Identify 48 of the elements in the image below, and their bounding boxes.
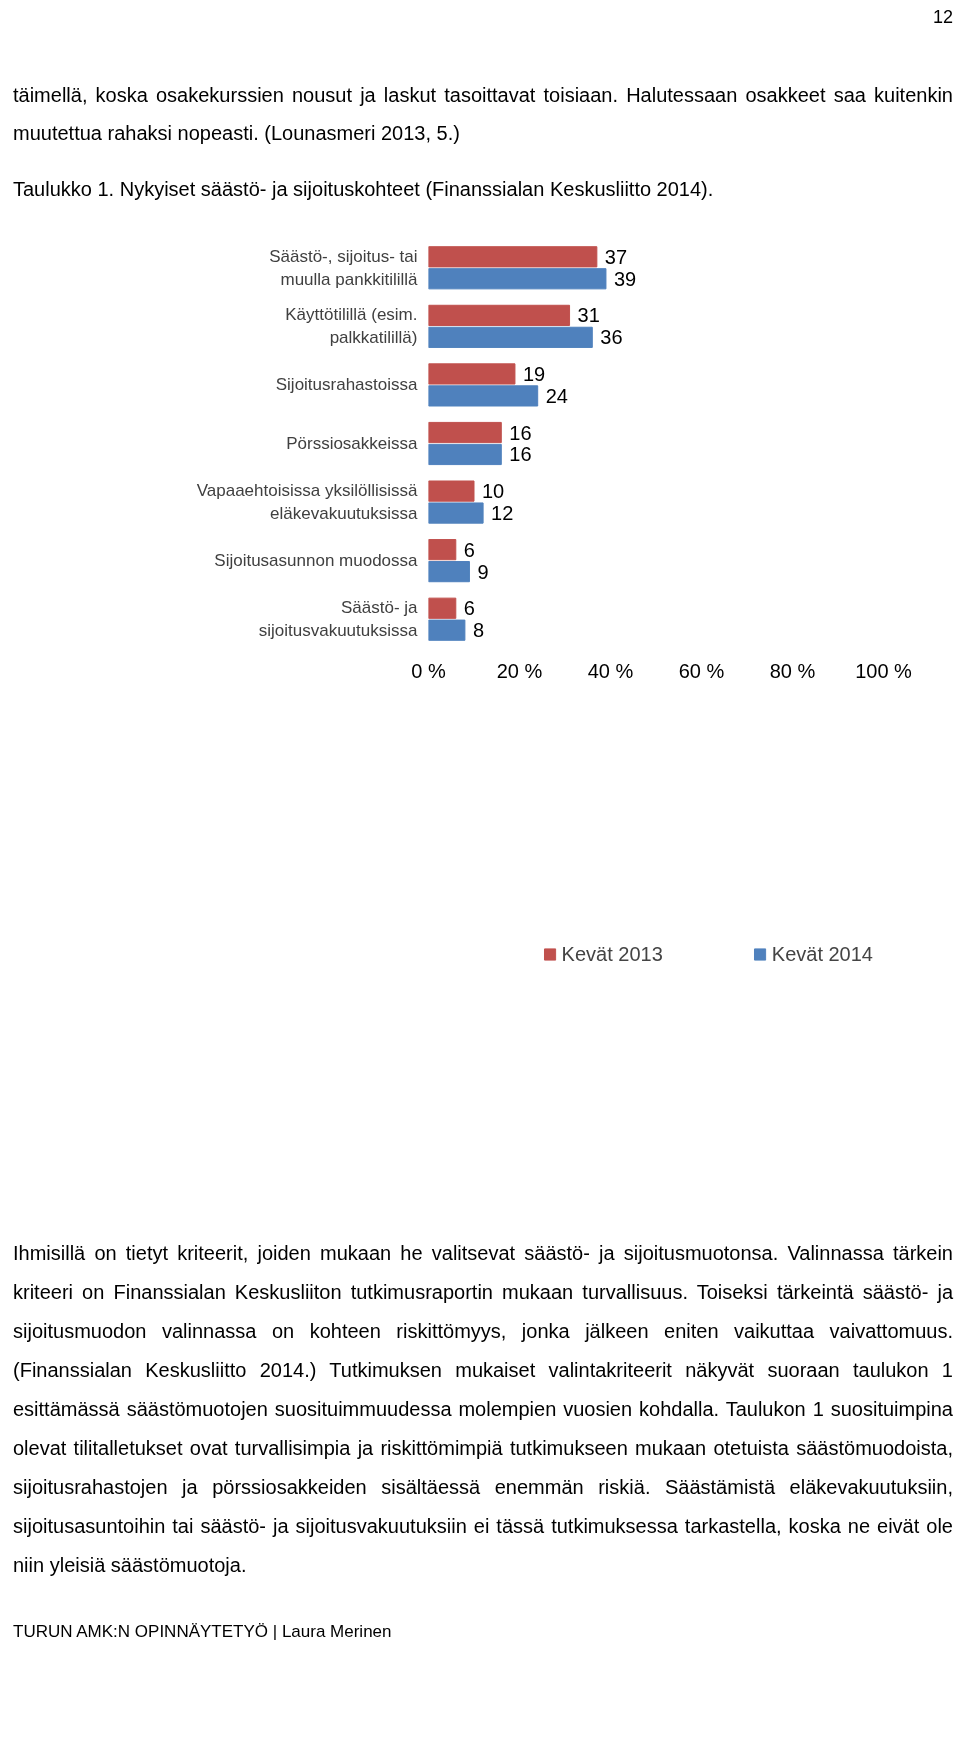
data-label: 31 bbox=[577, 304, 600, 327]
data-label: 24 bbox=[545, 385, 568, 408]
legend-label: Kevät 2014 bbox=[771, 942, 873, 966]
data-label: 16 bbox=[509, 443, 532, 466]
bar bbox=[428, 539, 457, 561]
data-label: 37 bbox=[604, 246, 628, 269]
text: Ihmisillä on tietyt kriteerit, joiden mukaan he valitsevat säästö- ja sijoitusmuotonsa. Valinnassa tärkein kriteeri on Finanssialan Keskusliiton tutkimusraportin mukaan turvallisuus. Toiseksi tärkeintä säästö- ja sijoitusmuodon valinnassa on kohteen riskittömyys, jonka jälkeen eniten vaikuttaa vaivattomuus. (Finanssialan Keskusliitto 2014.) Tutkimuksen mukaiset valintakriteerit näkyvät suoraan taulukon 1 esittämässä säästömuotojen suosituimmuudessa molempien vuosien kohdalla. Taulukon 1 suosituimpina olevat tilitalletukset ovat turvallisimpia ja riskittömimpiä tutkimukseen mukaan otetuista säästömuodoista, sijoitusrahastojen ja pörssiosakkeiden sisältäessä enemmän riskiä. Säästämistä eläkevakuutuksiin, sijoitusasuntoihin tai säästö- ja sijoitusvakuutuksiin ei tässä tutkimuksessa tarkastella, koska ne eivät ole niin yleisiä säästömuotoja. bbox=[13, 1242, 953, 1577]
bar bbox=[428, 385, 539, 407]
bar bbox=[428, 246, 598, 268]
y-tick-label: Käyttötilillä (esim. palkkatilillä) bbox=[285, 305, 418, 348]
bar bbox=[428, 502, 484, 524]
bar bbox=[428, 619, 466, 642]
data-label: 39 bbox=[613, 268, 637, 291]
data-label: 36 bbox=[600, 326, 623, 349]
bar bbox=[428, 327, 593, 349]
x-tick-label: 100 % bbox=[855, 659, 913, 682]
data-label: 10 bbox=[482, 480, 505, 503]
data-label: 8 bbox=[472, 619, 485, 642]
x-tick-label: 40 % bbox=[587, 659, 634, 682]
x-tick-label: 80 % bbox=[769, 659, 816, 682]
x-tick-label: 60 % bbox=[678, 659, 725, 682]
text: 12 bbox=[932, 6, 953, 29]
data-label: 16 bbox=[509, 421, 532, 444]
x-tick-label: 20 % bbox=[496, 659, 543, 682]
data-label: 12 bbox=[491, 502, 514, 525]
data-label: 6 bbox=[463, 597, 475, 620]
bar bbox=[428, 268, 607, 290]
y-tick-label: Pörssiosakkeissa bbox=[286, 434, 419, 454]
text: täimellä, koska osakekurssien nousut ja laskut tasoittavat toisiaan. Halutessaan osakkeet saa kuitenkin muutettua rahaksi nopeasti. (Lounasmeri 2013, 5.) bbox=[13, 82, 953, 146]
y-tick-label: Sijoitusasunnon muodossa bbox=[214, 551, 419, 571]
bar bbox=[428, 597, 457, 620]
bar bbox=[428, 305, 571, 327]
bar bbox=[428, 422, 502, 444]
data-label: 19 bbox=[522, 363, 546, 386]
bar bbox=[428, 444, 502, 466]
x-tick-label: 0 % bbox=[411, 659, 446, 682]
text: TURUN AMK:N OPINNÄYTETYÖ | Laura Merinen bbox=[13, 1621, 392, 1644]
data-label: 9 bbox=[477, 560, 489, 583]
bar bbox=[428, 561, 470, 583]
y-tick-label: Vapaaehtoisissa yksilöllisissä eläkevakuutuksissa bbox=[196, 481, 419, 524]
data-label: 6 bbox=[463, 538, 475, 561]
bar bbox=[428, 480, 475, 502]
chart-title: Taulukko 1. Nykyiset säästö- ja sijoituskohteet (Finanssialan Keskusliitto 2014). bbox=[13, 176, 714, 202]
legend-label: Kevät 2013 bbox=[561, 942, 663, 966]
bar bbox=[428, 363, 516, 385]
y-tick-label: Sijoitusrahastoissa bbox=[275, 375, 419, 395]
y-tick-label: Säästö-, sijoitus- tai muulla pankkitilillä bbox=[269, 247, 419, 289]
y-tick-label: Säästö- ja sijoitusvakuutuksissa bbox=[258, 598, 419, 641]
